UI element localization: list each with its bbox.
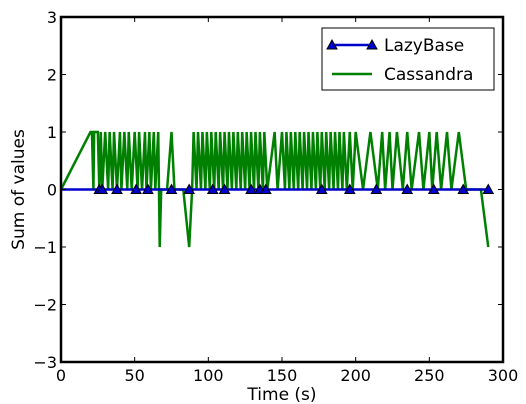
legend: LazyBase Cassandra (321, 27, 495, 91)
x-tick-label: 0 (56, 366, 66, 385)
x-tick-label: 250 (414, 366, 445, 385)
data-point-lazybase (165, 183, 178, 194)
x-axis-label: Time (s) (246, 385, 316, 404)
data-point-lazybase (142, 183, 154, 194)
y-tick-label: −1 (33, 238, 57, 257)
series-layer (59, 130, 495, 248)
data-point-lazybase (315, 183, 328, 194)
data-point-lazybase (245, 183, 257, 194)
x-tick-label: 50 (124, 366, 144, 385)
y-tick-label: −3 (33, 353, 57, 372)
y-tick-label: 3 (47, 8, 57, 27)
data-point-lazybase (482, 183, 495, 194)
data-point-lazybase (427, 183, 440, 194)
x-tick-label: 150 (267, 366, 298, 385)
legend-label: Cassandra (384, 65, 473, 85)
data-point-lazybase (370, 183, 383, 194)
legend-marker (366, 38, 378, 50)
y-tick-label: 0 (47, 181, 57, 200)
data-point-lazybase (130, 183, 142, 194)
legend-label: LazyBase (384, 36, 464, 56)
legend-box (321, 27, 495, 91)
x-tick-label: 300 (488, 366, 519, 385)
data-point-lazybase (218, 183, 231, 194)
x-tick-label: 200 (340, 366, 371, 385)
data-point-lazybase (401, 183, 414, 194)
y-tick-label: 2 (47, 66, 57, 85)
data-point-lazybase (183, 183, 196, 194)
y-axis-label: Sum of values (9, 129, 29, 250)
y-tick-label: 1 (47, 123, 57, 142)
ticks-layer: 0 50 100 150 200 250 300 3 2 1 0 −1 −2 −3 (33, 8, 518, 385)
y-tick-label: −2 (33, 296, 57, 315)
data-point-lazybase (111, 183, 123, 194)
data-point-lazybase (206, 183, 219, 194)
data-point-lazybase (96, 183, 109, 194)
legend-items: LazyBase Cassandra (326, 36, 473, 85)
data-point-lazybase (457, 183, 470, 194)
legend-marker (326, 38, 338, 50)
data-point-lazybase (259, 183, 272, 194)
x-tick-label: 100 (193, 366, 224, 385)
data-point-lazybase (343, 183, 356, 194)
